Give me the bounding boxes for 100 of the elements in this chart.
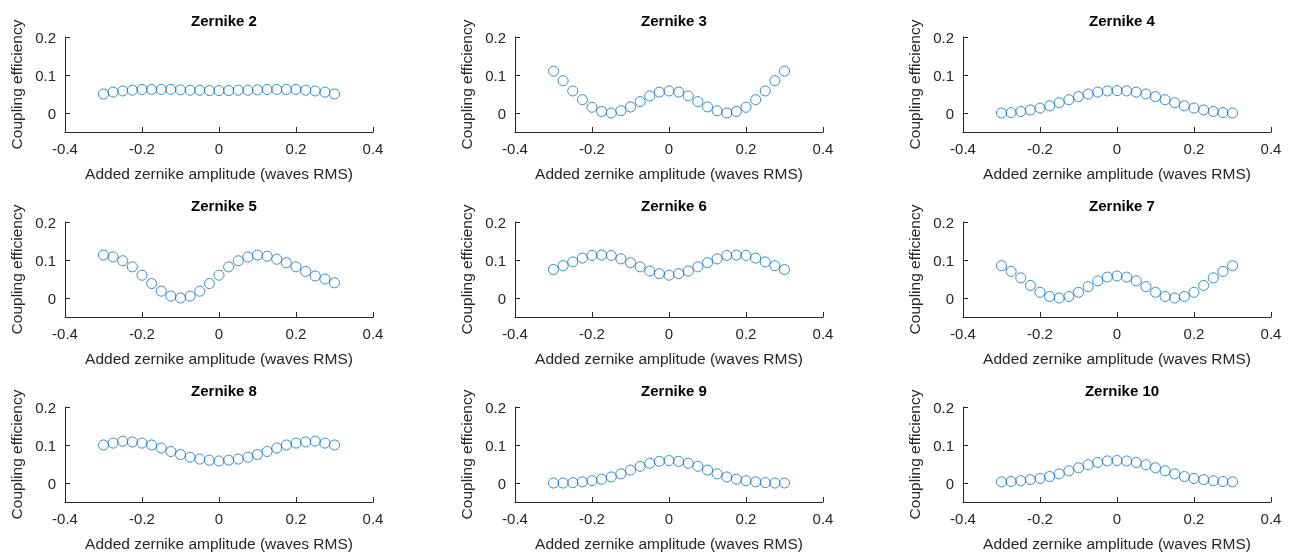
point	[98, 249, 109, 261]
point	[1111, 85, 1123, 97]
point	[634, 261, 646, 273]
y-tick-label: 0	[497, 104, 506, 122]
point	[653, 268, 665, 280]
y-tick-label: 0	[47, 289, 56, 307]
y-axis-title: Coupling efficiency	[905, 19, 923, 150]
point	[309, 435, 321, 447]
point	[1217, 475, 1229, 487]
point	[242, 251, 254, 263]
y-axis-title: Coupling efficiency	[457, 19, 475, 150]
y-tick-label: 0.2	[35, 398, 56, 416]
point	[1063, 290, 1075, 302]
x-tick-label: 0	[1112, 325, 1122, 342]
point	[548, 264, 559, 275]
point	[1130, 86, 1142, 98]
x-tick-label: 0	[214, 510, 224, 527]
point	[596, 105, 608, 117]
point	[261, 250, 273, 262]
point	[996, 107, 1007, 119]
x-tick-label: 0	[214, 325, 224, 342]
y-axis-title: Coupling efficiency	[7, 204, 25, 335]
point	[759, 256, 771, 268]
y-tick-label: 0.2	[35, 28, 56, 46]
point	[711, 105, 723, 117]
chart-title: Zernike 8	[191, 382, 257, 399]
y-tick-label: 0.1	[485, 66, 506, 84]
point	[557, 75, 569, 87]
y-tick-label: 0.2	[933, 28, 954, 46]
x-tick-label: 0	[664, 140, 674, 157]
point	[644, 90, 656, 102]
chart-title: Zernike 2	[191, 12, 257, 29]
point	[107, 437, 119, 449]
point	[730, 105, 742, 117]
point	[605, 471, 617, 483]
y-tick-label: 0	[47, 104, 56, 122]
point	[1111, 270, 1123, 282]
y-tick-label: 0.2	[485, 398, 506, 416]
x-tick-label: -0.2	[129, 140, 155, 157]
point	[309, 270, 321, 282]
point	[1005, 265, 1017, 277]
point	[682, 90, 694, 102]
y-tick-label: 0.1	[35, 66, 56, 84]
y-tick-label: 0.1	[485, 251, 506, 269]
point	[1044, 100, 1056, 112]
point	[261, 445, 273, 457]
point	[1159, 94, 1171, 106]
point	[615, 105, 627, 117]
point	[644, 265, 656, 277]
point	[1159, 465, 1171, 477]
point	[1015, 105, 1027, 117]
point	[203, 454, 215, 466]
point	[692, 460, 704, 472]
y-tick-label: 0.2	[485, 213, 506, 231]
point	[702, 464, 713, 476]
point	[1063, 94, 1075, 106]
y-tick-label: 0.2	[485, 28, 506, 46]
x-tick-label: 0.4	[362, 510, 384, 527]
point	[155, 285, 167, 297]
point	[740, 475, 752, 487]
point	[271, 442, 283, 454]
point	[692, 96, 704, 108]
x-axis-title: Added zernike amplitude (waves RMS)	[535, 349, 803, 367]
point	[1150, 462, 1161, 474]
point	[740, 249, 752, 261]
x-tick-label: 0.2	[1183, 140, 1205, 157]
point	[682, 457, 694, 469]
point	[329, 439, 340, 451]
point	[1082, 88, 1094, 100]
point	[1178, 471, 1190, 483]
point	[576, 476, 588, 488]
point	[711, 253, 723, 265]
point	[117, 435, 129, 447]
point	[1005, 107, 1017, 119]
point	[1140, 459, 1152, 471]
x-tick-label: 0.4	[1260, 325, 1282, 342]
point	[184, 290, 196, 302]
point	[1217, 107, 1229, 119]
point	[136, 437, 148, 449]
chart-title: Zernike 7	[1089, 197, 1155, 214]
x-tick-label: -0.4	[52, 140, 78, 157]
x-tick-label: -0.4	[52, 325, 78, 342]
point	[721, 471, 733, 483]
point	[290, 261, 302, 273]
point	[194, 285, 206, 297]
point	[576, 94, 588, 106]
point	[165, 445, 177, 457]
x-tick-label: -0.2	[579, 140, 605, 157]
point	[644, 457, 656, 469]
point	[1150, 91, 1161, 103]
x-axis-title: Added zernike amplitude (waves RMS)	[983, 164, 1251, 182]
y-axis-title: Coupling efficiency	[905, 204, 923, 335]
chart-title: Zernike 10	[1084, 382, 1160, 399]
x-tick-label: 0.4	[362, 140, 384, 157]
point	[1188, 472, 1200, 484]
y-tick-label: 0.1	[933, 66, 954, 84]
x-tick-label: -0.4	[502, 140, 528, 157]
y-tick-label: 0	[497, 289, 506, 307]
y-axis-title: Coupling efficiency	[905, 389, 923, 520]
point	[567, 477, 579, 489]
